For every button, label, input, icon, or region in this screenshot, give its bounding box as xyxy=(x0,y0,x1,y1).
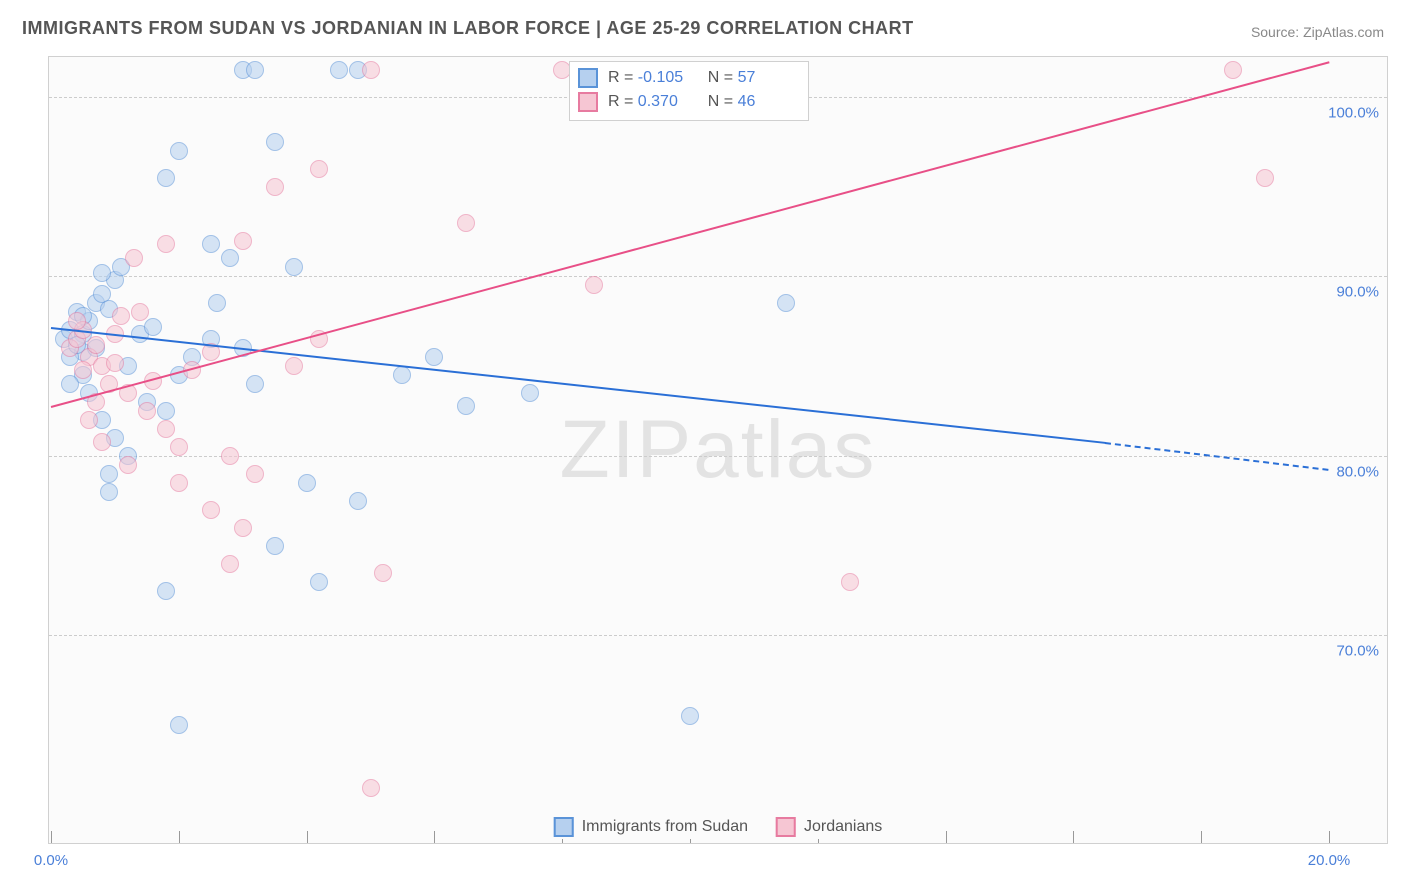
scatter-point xyxy=(170,438,188,456)
scatter-point xyxy=(310,160,328,178)
scatter-point xyxy=(425,348,443,366)
x-tick xyxy=(1073,831,1074,843)
bottom-legend: Immigrants from Sudan Jordanians xyxy=(546,815,891,839)
scatter-point xyxy=(170,716,188,734)
trend-line xyxy=(51,327,1106,444)
scatter-point xyxy=(393,366,411,384)
source-label: Source: ZipAtlas.com xyxy=(1251,24,1384,40)
chart-title: IMMIGRANTS FROM SUDAN VS JORDANIAN IN LA… xyxy=(22,18,914,39)
y-tick-label: 100.0% xyxy=(1328,104,1379,121)
scatter-point xyxy=(125,249,143,267)
stats-legend-box: R = -0.105 N = 57 R = 0.370 N = 46 xyxy=(569,61,809,121)
scatter-point xyxy=(208,294,226,312)
gridline-h xyxy=(49,456,1387,457)
scatter-point xyxy=(157,582,175,600)
legend-item: Jordanians xyxy=(776,817,882,837)
scatter-point xyxy=(266,537,284,555)
scatter-point xyxy=(157,402,175,420)
x-tick-label: 0.0% xyxy=(34,852,68,869)
legend-swatch xyxy=(578,68,598,88)
scatter-point xyxy=(202,501,220,519)
x-tick xyxy=(179,831,180,843)
scatter-point xyxy=(80,411,98,429)
legend-swatch xyxy=(776,817,796,837)
watermark: ZIPatlas xyxy=(560,403,877,497)
scatter-point xyxy=(841,573,859,591)
scatter-point xyxy=(100,483,118,501)
x-tick xyxy=(434,831,435,843)
scatter-point xyxy=(202,235,220,253)
stats-row: R = -0.105 N = 57 xyxy=(578,66,798,90)
scatter-point xyxy=(457,214,475,232)
scatter-point xyxy=(298,474,316,492)
stat-r: R = -0.105 xyxy=(608,69,698,87)
scatter-point xyxy=(1224,61,1242,79)
scatter-point xyxy=(157,235,175,253)
scatter-point xyxy=(68,312,86,330)
legend-item: Immigrants from Sudan xyxy=(554,817,748,837)
scatter-point xyxy=(144,318,162,336)
stat-r: R = 0.370 xyxy=(608,93,698,111)
scatter-point xyxy=(93,433,111,451)
scatter-point xyxy=(585,276,603,294)
scatter-point xyxy=(457,397,475,415)
scatter-point xyxy=(138,402,156,420)
scatter-point xyxy=(246,465,264,483)
scatter-point xyxy=(74,361,92,379)
scatter-point xyxy=(246,61,264,79)
scatter-point xyxy=(93,264,111,282)
scatter-point xyxy=(170,142,188,160)
legend-label: Immigrants from Sudan xyxy=(582,818,748,836)
scatter-point xyxy=(221,447,239,465)
scatter-point xyxy=(681,707,699,725)
stats-row: R = 0.370 N = 46 xyxy=(578,90,798,114)
scatter-point xyxy=(157,169,175,187)
scatter-point xyxy=(246,375,264,393)
x-tick-label: 20.0% xyxy=(1308,852,1351,869)
scatter-point xyxy=(266,133,284,151)
scatter-point xyxy=(349,492,367,510)
scatter-point xyxy=(157,420,175,438)
scatter-point xyxy=(374,564,392,582)
scatter-point xyxy=(777,294,795,312)
scatter-point xyxy=(362,779,380,797)
plot-area: ZIPatlas 70.0%80.0%90.0%100.0%0.0%20.0%R… xyxy=(48,56,1388,844)
y-tick-label: 80.0% xyxy=(1336,463,1379,480)
x-tick xyxy=(946,831,947,843)
scatter-point xyxy=(106,354,124,372)
x-tick xyxy=(307,831,308,843)
y-tick-label: 90.0% xyxy=(1336,284,1379,301)
x-tick xyxy=(51,831,52,843)
scatter-point xyxy=(362,61,380,79)
gridline-h xyxy=(49,635,1387,636)
scatter-point xyxy=(87,336,105,354)
scatter-point xyxy=(285,357,303,375)
stat-n: N = 57 xyxy=(708,69,798,87)
scatter-point xyxy=(100,465,118,483)
scatter-point xyxy=(131,303,149,321)
plot-inner: ZIPatlas 70.0%80.0%90.0%100.0%0.0%20.0%R… xyxy=(49,57,1387,843)
legend-swatch xyxy=(578,92,598,112)
scatter-point xyxy=(310,573,328,591)
legend-label: Jordanians xyxy=(804,818,882,836)
scatter-point xyxy=(521,384,539,402)
y-tick-label: 70.0% xyxy=(1336,643,1379,660)
scatter-point xyxy=(1256,169,1274,187)
scatter-point xyxy=(119,456,137,474)
x-tick xyxy=(1201,831,1202,843)
scatter-point xyxy=(61,375,79,393)
scatter-point xyxy=(330,61,348,79)
gridline-h xyxy=(49,276,1387,277)
scatter-point xyxy=(234,232,252,250)
scatter-point xyxy=(285,258,303,276)
scatter-point xyxy=(170,474,188,492)
scatter-point xyxy=(266,178,284,196)
scatter-point xyxy=(221,555,239,573)
legend-swatch xyxy=(554,817,574,837)
scatter-point xyxy=(234,519,252,537)
scatter-point xyxy=(221,249,239,267)
stat-n: N = 46 xyxy=(708,93,798,111)
scatter-point xyxy=(112,307,130,325)
x-tick xyxy=(1329,831,1330,843)
